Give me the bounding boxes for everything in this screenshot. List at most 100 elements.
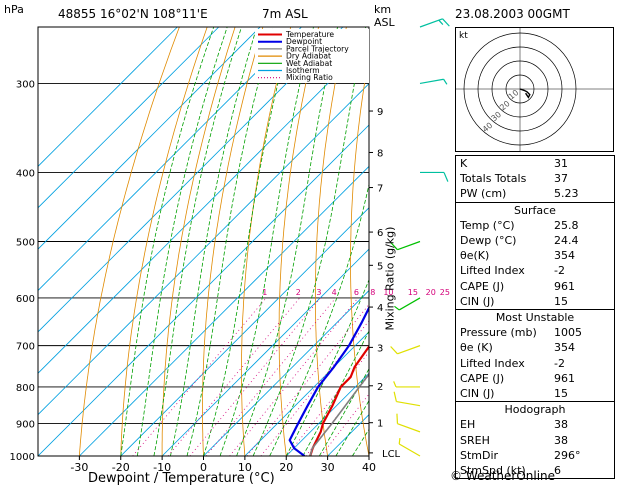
most-unstable-title: Most Unstable (495, 311, 575, 325)
index-value: 354 (554, 249, 575, 263)
mixing-ratio-label: 4 (332, 288, 337, 297)
height-tick-label: LCL (382, 449, 401, 460)
index-label: CIN (J) (460, 294, 495, 308)
pressure-tick-label: 600 (16, 294, 35, 305)
parcel-trajectory-line (309, 372, 369, 456)
pressure-tick-label: 800 (16, 383, 35, 394)
isotherm (203, 289, 369, 456)
index-row: Lifted Index -2 (456, 356, 614, 371)
pressure-tick-label: 900 (16, 419, 35, 430)
index-label: CAPE (J) (460, 279, 505, 293)
isotherm (38, 41, 369, 374)
mixing-ratio-axis-label: Mixing Ratio (g/kg) (383, 226, 397, 331)
index-label: SREH (460, 433, 490, 447)
wind-barb (398, 437, 421, 457)
temperature-line (309, 344, 369, 456)
index-value: 24.4 (554, 234, 579, 248)
dry-adiabat (625, 14, 629, 456)
index-row: SREH 38 (456, 433, 614, 448)
dry-adiabat (350, 53, 369, 456)
index-row: θe (K) 354 (456, 340, 614, 355)
index-row: Totals Totals 37 (456, 171, 614, 186)
dry-adiabat (120, 27, 208, 456)
wind-barb (419, 18, 450, 28)
height-tick-label: 9 (377, 107, 383, 118)
height-tick-label: 1 (377, 419, 383, 430)
height-tick-label: 7 (377, 184, 383, 195)
isotherm (38, 27, 178, 167)
index-label: K (460, 157, 468, 170)
index-label: EH (460, 418, 476, 432)
mixing-ratio-label: 10 (383, 288, 393, 297)
index-label: CAPE (J) (460, 371, 505, 385)
legend-entry: Wet Adiabat (286, 59, 332, 68)
indices-table: K 31 Totals Totals 37 PW (cm) 5.23 Surface Te… (455, 155, 615, 480)
wind-barb (390, 240, 421, 251)
index-row: CIN (J) 15 (456, 386, 614, 401)
mixing-ratio-line (132, 297, 267, 456)
mixing-ratio-line (320, 393, 369, 456)
index-row: CAPE (J) 961 (456, 371, 614, 386)
index-label: Dewp (°C) (460, 234, 517, 248)
isotherm (38, 124, 369, 456)
index-row: Dewp (°C) 24.4 (456, 233, 614, 248)
index-row: K 31 (456, 156, 614, 171)
dry-adiabat (79, 27, 180, 456)
index-row: EH 38 (456, 417, 614, 432)
index-value: 354 (554, 341, 575, 355)
legend-entry: Dewpoint (286, 37, 322, 46)
mixing-ratio-line (246, 303, 369, 456)
dry-adiabat (278, 27, 320, 456)
legend-entry: Dry Adiabat (286, 52, 331, 61)
wind-barb (393, 381, 420, 388)
mixing-ratio-label: 8 (370, 288, 375, 297)
wet-adiabat (236, 27, 339, 456)
wet-adiabat (186, 27, 275, 456)
legend-entry: Temperature (285, 30, 334, 39)
temp-tick-label: -10 (153, 461, 171, 474)
mixing-ratio-line (260, 320, 369, 456)
hpa-label: hPa (4, 3, 24, 16)
wind-barb (393, 391, 421, 407)
isotherm (244, 331, 369, 456)
index-value: 25.8 (554, 218, 579, 232)
pressure-tick-label: 400 (16, 168, 35, 179)
index-row: Lifted Index -2 (456, 263, 614, 278)
pressure-tick-label: 1000 (10, 452, 35, 463)
index-row: StmDir 296° (456, 448, 614, 463)
isotherm (38, 27, 220, 209)
index-label: θe(K) (460, 249, 490, 263)
height-tick-label: 5 (377, 261, 383, 272)
copyright: © WeatherOnline (450, 469, 556, 483)
pressure-tick-label: 500 (16, 238, 35, 249)
wet-adiabat (335, 399, 369, 456)
height-tick-label: 6 (377, 228, 383, 239)
index-value: 15 (554, 387, 568, 401)
index-row: PW (cm) 5.23 (456, 186, 614, 201)
index-value: 6 (554, 464, 561, 478)
legend-entry: Parcel Trajectory (286, 44, 349, 53)
kt-label: kt (459, 31, 468, 41)
isotherm (38, 27, 344, 333)
wet-adiabat (252, 27, 367, 456)
index-value: 31 (554, 157, 568, 170)
mixing-ratio-label: 2 (296, 288, 301, 297)
index-value: 37 (554, 172, 568, 186)
temp-tick-label: 30 (321, 461, 335, 474)
dry-adiabat (314, 27, 347, 456)
wet-adiabat (319, 368, 369, 456)
index-row: CIN (J) 15 (456, 294, 614, 309)
wet-adiabat (170, 27, 258, 456)
temp-tick-label: 20 (279, 461, 293, 474)
dry-adiabat (241, 27, 292, 456)
wet-adiabat (153, 27, 242, 456)
dewpoint-line (288, 305, 369, 456)
pressure-tick-label: 700 (16, 342, 35, 353)
station-elevation: 7m ASL (262, 7, 308, 21)
wind-barb (394, 297, 421, 311)
index-value: 961 (554, 279, 575, 293)
index-row: Pressure (mb) 1005 (456, 325, 614, 340)
